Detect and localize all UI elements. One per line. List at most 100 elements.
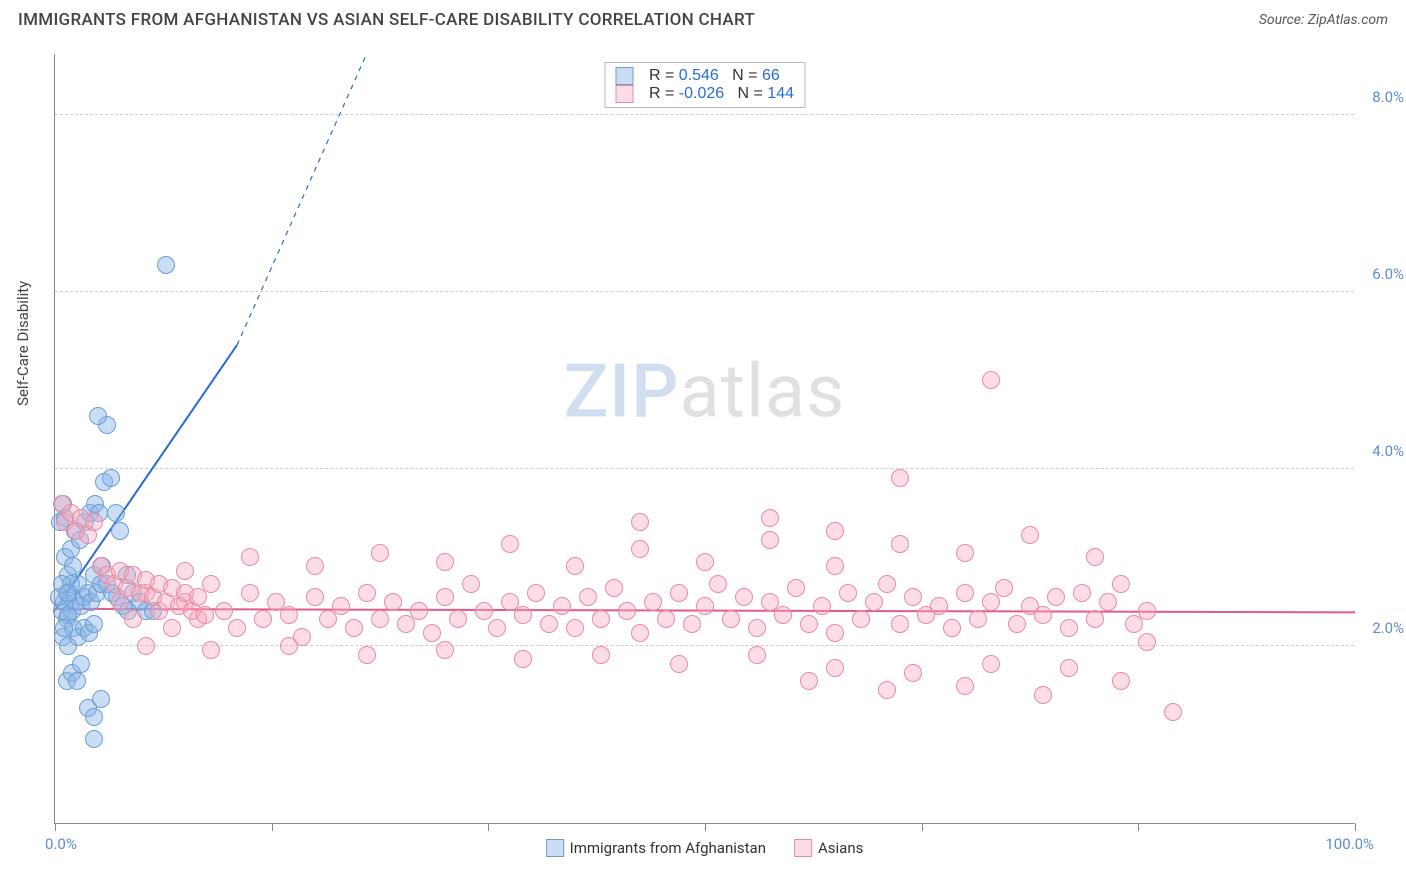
- data-point-asians: [449, 610, 467, 628]
- data-point-afghan: [92, 690, 110, 708]
- bottom-legend-item-afghan: Immigrants from Afghanistan: [546, 839, 766, 857]
- data-point-asians: [826, 659, 844, 677]
- data-point-asians: [358, 584, 376, 602]
- x-tick: [55, 823, 56, 831]
- data-point-asians: [475, 602, 493, 620]
- swatch-afghan: [546, 839, 564, 857]
- data-point-asians: [254, 610, 272, 628]
- data-point-asians: [345, 619, 363, 637]
- data-point-asians: [397, 615, 415, 633]
- data-point-asians: [566, 619, 584, 637]
- bottom-legend-label: Immigrants from Afghanistan: [570, 839, 766, 857]
- trend-lines: [55, 53, 1355, 823]
- data-point-asians: [332, 597, 350, 615]
- data-point-asians: [514, 606, 532, 624]
- data-point-asians: [878, 681, 896, 699]
- data-point-afghan: [102, 469, 120, 487]
- y-tick-label: 2.0%: [1372, 619, 1404, 637]
- swatch-asians: [794, 839, 812, 857]
- data-point-asians: [462, 575, 480, 593]
- data-point-afghan: [72, 655, 90, 673]
- data-point-asians: [436, 588, 454, 606]
- data-point-asians: [1125, 615, 1143, 633]
- data-point-asians: [735, 588, 753, 606]
- data-point-afghan: [157, 256, 175, 274]
- data-point-asians: [540, 615, 558, 633]
- data-point-asians: [995, 579, 1013, 597]
- data-point-asians: [969, 610, 987, 628]
- data-point-asians: [1034, 686, 1052, 704]
- data-point-asians: [865, 593, 883, 611]
- data-point-asians: [137, 637, 155, 655]
- data-point-asians: [1008, 615, 1026, 633]
- data-point-asians: [1060, 659, 1078, 677]
- data-point-asians: [748, 646, 766, 664]
- data-point-asians: [1021, 526, 1039, 544]
- data-point-asians: [683, 615, 701, 633]
- trend-line-dashed-afghan: [237, 53, 367, 345]
- data-point-asians: [982, 371, 1000, 389]
- bottom-legend-item-asians: Asians: [794, 839, 863, 857]
- data-point-asians: [1112, 575, 1130, 593]
- data-point-asians: [215, 602, 233, 620]
- bottom-legend-label: Asians: [818, 839, 863, 857]
- data-point-asians: [761, 509, 779, 527]
- data-point-asians: [436, 641, 454, 659]
- data-point-asians: [1099, 593, 1117, 611]
- x-axis-min-label: 0.0%: [45, 835, 77, 853]
- data-point-afghan: [111, 522, 129, 540]
- data-point-asians: [930, 597, 948, 615]
- data-point-asians: [982, 593, 1000, 611]
- data-point-asians: [657, 610, 675, 628]
- data-point-asians: [488, 619, 506, 637]
- data-point-asians: [631, 624, 649, 642]
- data-point-asians: [826, 624, 844, 642]
- data-point-asians: [956, 584, 974, 602]
- data-point-asians: [670, 584, 688, 602]
- data-point-asians: [891, 469, 909, 487]
- data-point-asians: [306, 588, 324, 606]
- y-tick-label: 6.0%: [1372, 265, 1404, 283]
- data-point-afghan: [89, 407, 107, 425]
- x-tick: [272, 823, 273, 831]
- data-point-asians: [228, 619, 246, 637]
- data-point-afghan: [64, 557, 82, 575]
- x-tick: [705, 823, 706, 831]
- data-point-asians: [1073, 584, 1091, 602]
- data-point-asians: [566, 557, 584, 575]
- data-point-asians: [202, 641, 220, 659]
- data-point-asians: [176, 562, 194, 580]
- data-point-asians: [1086, 610, 1104, 628]
- data-point-asians: [696, 553, 714, 571]
- chart-title: IMMIGRANTS FROM AFGHANISTAN VS ASIAN SEL…: [18, 10, 755, 30]
- chart-container: Self-Care Disability ZIPatlas R = 0.546 …: [18, 46, 1388, 866]
- data-point-asians: [1047, 588, 1065, 606]
- data-point-asians: [774, 606, 792, 624]
- data-point-asians: [605, 579, 623, 597]
- data-point-asians: [670, 655, 688, 673]
- data-point-asians: [826, 557, 844, 575]
- data-point-asians: [371, 544, 389, 562]
- data-point-asians: [1112, 672, 1130, 690]
- data-point-asians: [722, 610, 740, 628]
- data-point-afghan: [58, 584, 76, 602]
- data-point-asians: [904, 664, 922, 682]
- data-point-asians: [189, 588, 207, 606]
- x-tick: [488, 823, 489, 831]
- data-point-asians: [592, 646, 610, 664]
- data-point-asians: [410, 602, 428, 620]
- data-point-asians: [579, 588, 597, 606]
- data-point-asians: [196, 606, 214, 624]
- data-point-asians: [761, 531, 779, 549]
- data-point-asians: [631, 540, 649, 558]
- data-point-asians: [800, 672, 818, 690]
- data-point-asians: [1034, 606, 1052, 624]
- data-point-asians: [1138, 602, 1156, 620]
- data-point-asians: [904, 588, 922, 606]
- data-point-asians: [371, 610, 389, 628]
- data-point-afghan: [85, 615, 103, 633]
- data-point-asians: [852, 610, 870, 628]
- data-point-asians: [527, 584, 545, 602]
- data-point-asians: [306, 557, 324, 575]
- y-tick-label: 8.0%: [1372, 88, 1404, 106]
